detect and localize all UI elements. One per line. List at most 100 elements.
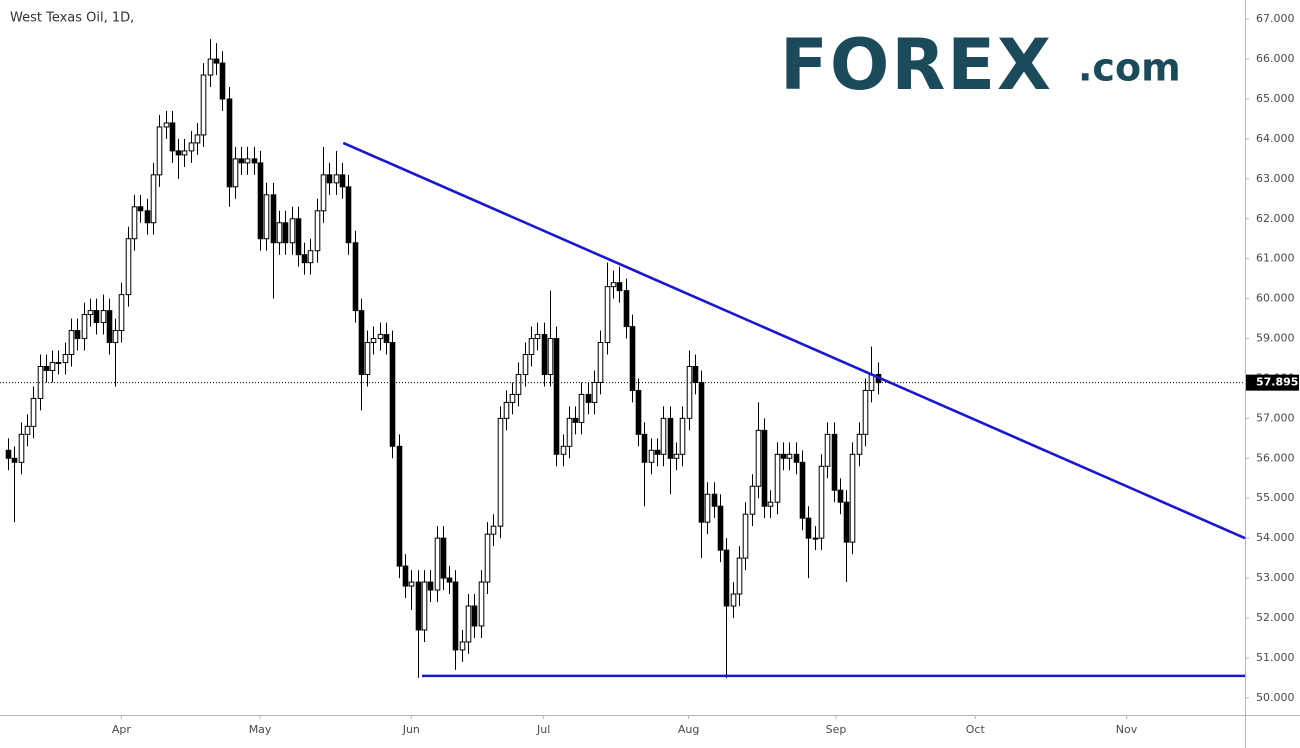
- y-tick-label: 60.000: [1256, 292, 1295, 305]
- candle-body: [509, 393, 516, 403]
- candle-body: [686, 365, 693, 419]
- candle-body: [654, 449, 661, 455]
- candle-body: [490, 525, 497, 535]
- candle-body: [427, 581, 434, 591]
- candle-body: [150, 174, 157, 224]
- candle-body: [597, 342, 604, 383]
- y-tick-label: 59.000: [1256, 332, 1295, 345]
- candle-body: [131, 206, 138, 240]
- y-tick-label: 52.000: [1256, 611, 1295, 624]
- candle-body: [144, 210, 151, 224]
- x-tick-label: Nov: [1116, 723, 1138, 736]
- candle-body: [774, 453, 781, 503]
- candle-body: [585, 393, 592, 403]
- candle-body: [100, 310, 107, 324]
- candle-body: [307, 250, 314, 264]
- candle-body: [87, 310, 94, 316]
- candle-body: [843, 501, 850, 543]
- candle-body: [295, 218, 302, 256]
- y-tick-label: 62.000: [1256, 212, 1295, 225]
- candle-body: [213, 58, 220, 64]
- x-tick-label: Aug: [678, 723, 699, 736]
- candle-body: [831, 433, 838, 491]
- candle-body: [396, 445, 403, 567]
- candle-body: [786, 453, 793, 459]
- candle-body: [238, 158, 245, 164]
- candle-body: [553, 338, 560, 455]
- candle-body: [251, 158, 258, 164]
- candle-body: [175, 150, 182, 156]
- candle-body: [629, 326, 636, 391]
- candle-body: [534, 334, 541, 340]
- candle-body: [497, 417, 504, 527]
- x-tick-label: Oct: [966, 723, 986, 736]
- candle-body: [402, 565, 409, 587]
- candle-body: [345, 186, 352, 244]
- candle-body: [163, 122, 170, 128]
- candle-body: [352, 242, 359, 312]
- candle-body: [793, 453, 800, 463]
- candle-body: [837, 489, 844, 503]
- candle-body: [528, 338, 535, 356]
- candle-body: [459, 641, 466, 651]
- candle-body: [257, 162, 264, 240]
- x-tick-label: Apr: [112, 723, 132, 736]
- candle-body: [276, 222, 283, 244]
- candle-body: [188, 142, 195, 152]
- candle-body: [232, 158, 239, 188]
- candle-body: [377, 334, 384, 340]
- candle-body: [446, 577, 453, 583]
- candle-body: [282, 222, 289, 244]
- candle-body: [522, 354, 529, 375]
- candle-body: [723, 549, 730, 607]
- candle-body: [415, 581, 422, 631]
- trendline: [342, 141, 1246, 540]
- candle-body: [440, 537, 447, 579]
- candle-body: [314, 210, 321, 252]
- candle-body: [358, 310, 365, 375]
- candle-body: [717, 505, 724, 551]
- candle-body: [226, 98, 233, 188]
- y-tick-label: 57.000: [1256, 411, 1295, 424]
- y-tick-label: 65.000: [1256, 92, 1295, 105]
- logo: FOREX: [780, 24, 1053, 106]
- candle-body: [118, 294, 125, 332]
- candle-body: [370, 338, 377, 344]
- candle-body: [736, 557, 743, 595]
- candle-body: [799, 461, 806, 519]
- candle-body: [112, 330, 119, 344]
- candle-body: [755, 429, 762, 487]
- candle-body: [333, 174, 340, 184]
- candle-body: [30, 397, 37, 427]
- candle-body: [339, 174, 346, 188]
- candle-body: [200, 74, 207, 136]
- candle-body: [74, 330, 81, 340]
- candle-body: [730, 593, 737, 607]
- candle-body: [24, 425, 31, 435]
- y-tick-label: 63.000: [1256, 172, 1295, 185]
- candle-body: [578, 393, 585, 423]
- candle-body: [169, 122, 176, 152]
- candle-body: [43, 365, 50, 371]
- candle-body: [515, 373, 522, 395]
- candle-body: [698, 381, 705, 523]
- candle-body: [194, 134, 201, 144]
- y-tick-label: 53.000: [1256, 571, 1295, 584]
- candle-body: [862, 389, 869, 435]
- candle-body: [704, 493, 711, 523]
- candle-body: [856, 433, 863, 455]
- candle-body: [244, 158, 251, 164]
- candle-body: [641, 433, 648, 463]
- candle-body: [849, 453, 856, 543]
- y-tick-label: 67.000: [1256, 12, 1295, 25]
- candle-body: [679, 417, 686, 455]
- candle-body: [106, 310, 113, 344]
- candle-body: [465, 605, 472, 643]
- candle-body: [49, 361, 56, 371]
- candle-body: [207, 58, 214, 76]
- candle-body: [572, 417, 579, 423]
- candle-body: [383, 334, 390, 344]
- y-tick-label: 55.000: [1256, 491, 1295, 504]
- candle-body: [364, 342, 371, 375]
